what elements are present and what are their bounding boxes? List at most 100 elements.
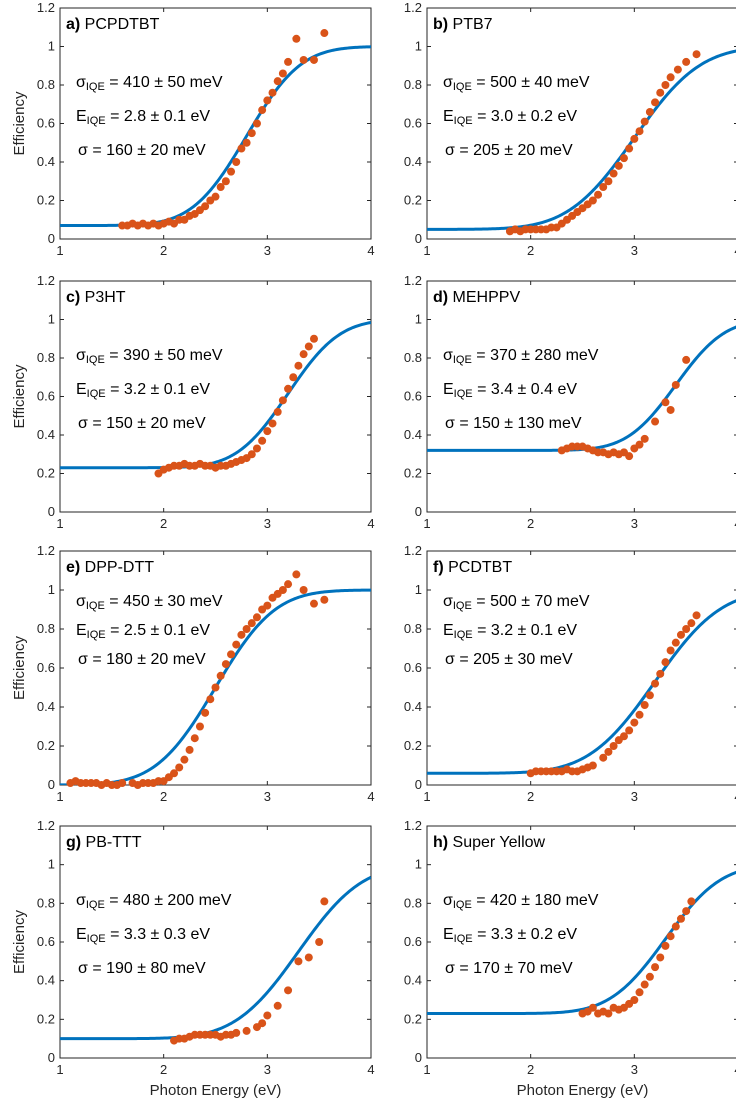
data-point: [268, 419, 277, 428]
data-point: [221, 660, 230, 669]
data-point: [273, 407, 282, 416]
panel-title: a) PCPDTBT: [66, 16, 160, 33]
data-point: [640, 980, 649, 989]
data-point: [263, 1011, 272, 1020]
data-point: [252, 119, 261, 128]
data-point: [309, 55, 318, 64]
x-tick-label: 3: [264, 243, 271, 258]
data-point: [604, 177, 613, 186]
y-tick-label: 1.2: [404, 543, 422, 558]
panel-letter: b): [433, 16, 448, 33]
y-axis-title: Efficiency: [11, 910, 28, 974]
y-tick-label: 0: [415, 231, 422, 246]
data-point: [309, 599, 318, 608]
fit-parameter: EIQE = 3.2 ± 0.1 eV: [443, 622, 577, 641]
data-point: [640, 117, 649, 126]
y-tick-label: 1.2: [404, 273, 422, 288]
data-point: [671, 380, 680, 389]
data-point: [227, 167, 236, 176]
y-tick-label: 0.2: [37, 466, 55, 481]
data-point: [252, 444, 261, 453]
y-tick-label: 0.2: [37, 738, 55, 753]
data-point: [588, 196, 597, 205]
data-point: [211, 192, 220, 201]
fit-parameter: EIQE = 3.2 ± 0.1 eV: [76, 381, 210, 400]
data-point: [651, 963, 660, 972]
x-tick-label: 2: [160, 516, 167, 531]
data-point: [604, 747, 613, 756]
data-point: [211, 683, 220, 692]
data-point: [227, 650, 236, 659]
panel-material: PCPDTBT: [80, 16, 159, 33]
panel-letter: g): [66, 834, 81, 851]
data-point: [635, 440, 644, 449]
data-point: [268, 88, 277, 97]
data-point: [258, 1019, 267, 1028]
data-point: [242, 625, 251, 633]
y-tick-label: 1.2: [37, 818, 55, 833]
data-point: [232, 158, 241, 166]
y-tick-label: 0.4: [404, 154, 422, 169]
fit-parameter: σ = 180 ± 20 meV: [78, 651, 206, 668]
chart-panel-6: 1 2 3 4 0 0.2 0.4 0.6 0.8 1 1.2 f) PCDTBT σIQE = 500…: [404, 543, 736, 804]
data-point: [630, 134, 639, 143]
y-tick-label: 0.8: [404, 895, 422, 910]
data-point: [237, 630, 246, 639]
panel-title: g) PB-TTT: [66, 834, 142, 851]
data-point: [619, 732, 628, 741]
fit-parameter: EIQE = 3.0 ± 0.2 eV: [443, 108, 577, 127]
data-point: [263, 96, 272, 105]
x-tick-label: 4: [734, 243, 736, 258]
x-tick-label: 3: [631, 789, 638, 804]
x-tick-label: 1: [423, 1062, 430, 1077]
data-point: [284, 986, 293, 995]
data-point: [175, 763, 184, 772]
chart-panel-1: 1 2 3 4 0 0.2 0.4 0.6 0.8 1 1.2 Efficiency a) PCPDTB…: [11, 0, 375, 258]
data-point: [671, 922, 680, 931]
data-point: [258, 106, 267, 115]
data-point: [232, 1028, 241, 1037]
fit-parameter: σIQE = 500 ± 40 meV: [443, 74, 590, 93]
fit-curve: [427, 49, 736, 231]
data-point: [609, 742, 618, 750]
x-tick-label: 3: [631, 243, 638, 258]
y-tick-label: 0.8: [404, 621, 422, 636]
x-tick-label: 4: [367, 1062, 374, 1077]
data-point: [221, 177, 230, 186]
x-tick-label: 2: [160, 789, 167, 804]
panel-title: c) P3HT: [66, 289, 126, 306]
panel-title: h) Super Yellow: [433, 834, 546, 851]
fit-parameter: EIQE = 3.3 ± 0.2 eV: [443, 926, 577, 945]
fit-parameter: σIQE = 410 ± 50 meV: [76, 74, 223, 93]
y-tick-label: 0.6: [404, 116, 422, 131]
y-tick-label: 0.2: [404, 193, 422, 208]
x-tick-label: 3: [264, 1062, 271, 1077]
y-axis-title: Efficiency: [11, 364, 28, 428]
data-point: [216, 183, 225, 192]
y-tick-label: 1.2: [404, 818, 422, 833]
data-point: [320, 595, 329, 604]
y-tick-label: 0.4: [37, 699, 55, 714]
data-point: [195, 722, 204, 731]
data-point: [299, 55, 308, 64]
x-tick-label: 4: [367, 516, 374, 531]
y-tick-label: 0.2: [37, 1011, 55, 1026]
x-tick-label: 3: [264, 789, 271, 804]
panel-letter: f): [433, 559, 444, 576]
data-point: [304, 342, 313, 351]
fit-parameter: σIQE = 480 ± 200 meV: [76, 892, 232, 911]
y-tick-label: 0: [415, 1050, 422, 1065]
y-tick-label: 1: [415, 312, 422, 327]
data-point: [299, 350, 308, 359]
data-point: [661, 81, 670, 89]
y-tick-label: 1.2: [37, 273, 55, 288]
data-point: [692, 611, 701, 620]
data-point: [599, 753, 608, 762]
x-tick-label: 1: [423, 789, 430, 804]
panel-letter: h): [433, 834, 448, 851]
y-tick-label: 0.6: [37, 389, 55, 404]
x-tick-label: 1: [423, 516, 430, 531]
y-tick-label: 0: [48, 777, 55, 792]
panel-material: Super Yellow: [448, 834, 545, 851]
data-point: [284, 57, 293, 66]
